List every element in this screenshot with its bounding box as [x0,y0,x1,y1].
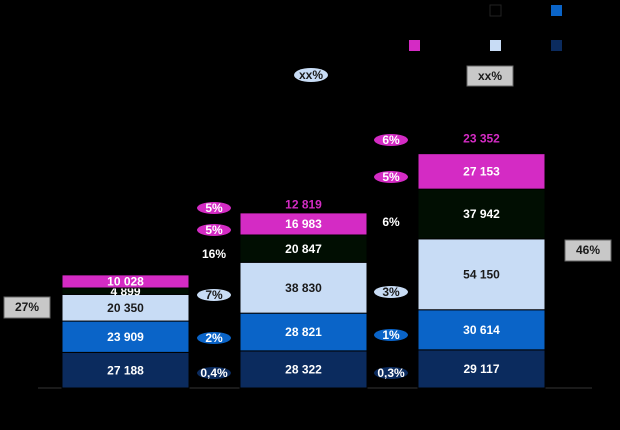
placeholder-box [466,65,514,87]
bar-segment [417,188,546,240]
value-label: 27 153 [463,165,500,179]
growth-label: 3% [382,285,400,299]
placeholder-label: xx% [299,68,323,82]
share-label: 46% [576,243,600,257]
growth-label: 0,4% [200,366,228,380]
bar-segment [417,122,546,155]
value-label: 30 614 [463,323,500,337]
placeholder-label: xx% [478,69,502,83]
growth-ellipse [197,332,231,344]
bar-segment [239,234,368,263]
growth-ellipse [374,171,408,183]
growth-ellipse [197,202,231,214]
bar-segment [61,351,190,389]
growth-label: 6% [382,215,400,229]
bar-segment [417,238,546,311]
growth-label: 5% [382,170,400,184]
growth-ellipse [197,224,231,236]
value-label: 10 028 [107,275,144,289]
value-label: 54 150 [463,267,500,281]
value-label: 23 352 [463,131,500,145]
growth-label: 5% [205,223,223,237]
growth-label: 2% [205,331,223,345]
growth-label: 7% [205,288,223,302]
legend-swatch [409,40,420,51]
bar-segment [61,274,190,289]
legend-swatch [551,5,562,16]
growth-ellipse [374,367,408,379]
value-label: 16 983 [285,217,322,231]
growth-label: 6% [382,133,400,147]
growth-label: 1% [382,328,400,342]
value-label: 27 188 [107,363,144,377]
growth-label: 0,3% [377,366,405,380]
value-label: 20 350 [107,301,144,315]
placeholder-ellipse [294,68,328,82]
legend-swatch [490,40,501,51]
value-label: 12 819 [285,198,322,212]
bar-segment [239,312,368,352]
value-label: 29 117 [463,362,499,376]
share-box [564,239,612,262]
bar-segment [417,153,546,190]
bar-segment [61,293,190,322]
bar-segment [417,349,546,389]
growth-ellipse [197,367,231,379]
bar-segment [417,309,546,351]
growth-label: 5% [205,201,223,215]
bar-segment [239,261,368,314]
value-label: 28 322 [285,363,322,377]
value-label: 38 830 [285,281,322,295]
share-label: 27% [15,300,39,314]
value-label: 28 821 [285,325,322,339]
share-box [3,296,51,319]
growth-label: 16% [202,247,226,261]
value-label: 23 909 [107,330,144,344]
legend-swatch [551,40,562,51]
growth-ellipse [374,286,408,298]
growth-ellipse [197,289,231,301]
growth-ellipse [374,329,408,341]
legend-swatch [489,4,502,17]
value-label: 37 942 [463,207,500,221]
value-label: 20 847 [285,242,322,256]
bar-segment [239,195,368,214]
growth-ellipse [374,134,408,146]
